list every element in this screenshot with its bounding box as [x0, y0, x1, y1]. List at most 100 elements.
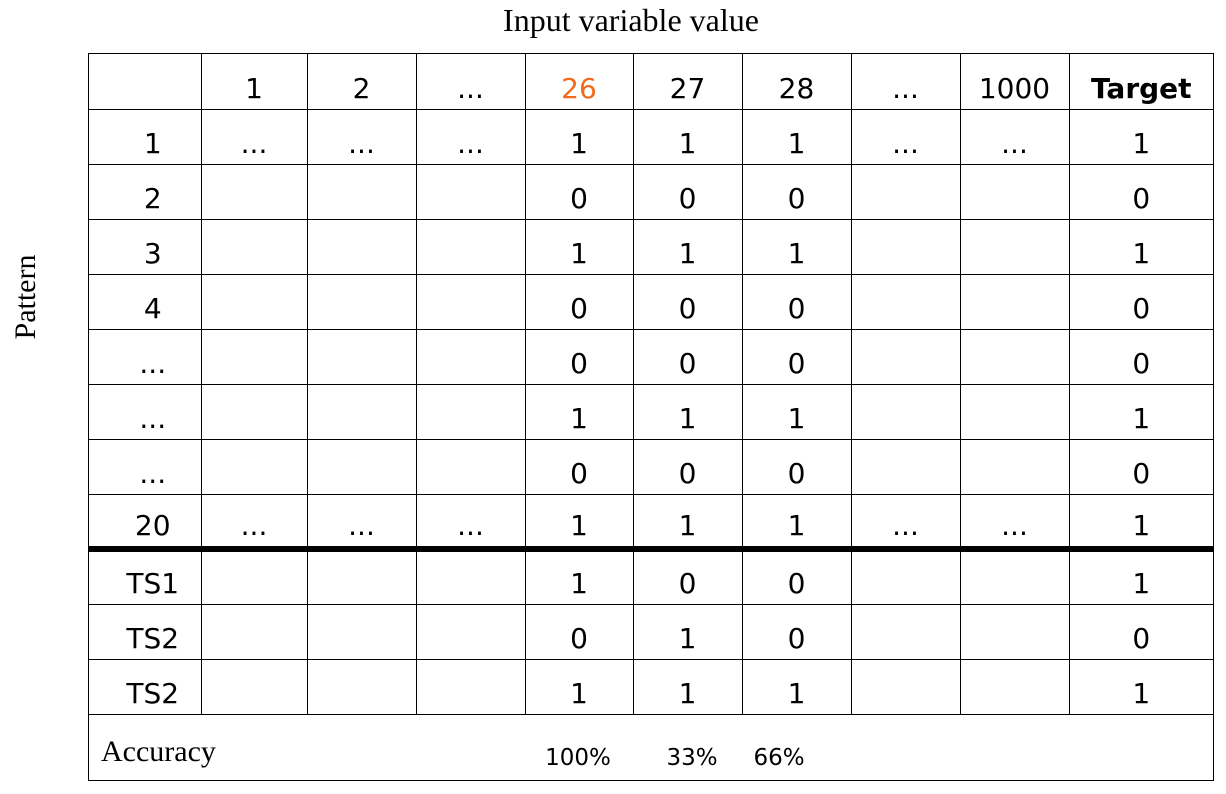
table-cell [200, 438, 308, 495]
table-cell [306, 273, 417, 330]
table-cell [415, 438, 526, 495]
table-cell [850, 658, 961, 715]
table-cell [850, 548, 961, 605]
table-title: Input variable value [503, 2, 759, 38]
header-cell: 26 [524, 54, 633, 110]
table-cell [415, 603, 526, 660]
table-frame [88, 53, 1214, 781]
table-cell: ... [850, 493, 961, 552]
table-cell [850, 603, 961, 660]
table-cell: 0 [741, 548, 852, 605]
table-cell [200, 273, 308, 330]
table-row: 1......... 1 1 1...... 1 [89, 108, 1213, 165]
table-cell [306, 383, 417, 440]
table-cell: 1 [524, 108, 634, 165]
header-cell: 2 [306, 54, 416, 110]
table-cell: 1 [741, 658, 852, 715]
table-cell: ... [959, 108, 1070, 165]
table-cell: 0 [632, 273, 743, 330]
header-corner [89, 54, 201, 110]
table-cell [850, 163, 961, 220]
row-label: TS1 [89, 548, 202, 605]
table-cell: ... [306, 493, 417, 552]
table-cell [415, 658, 526, 715]
table-cell [415, 273, 526, 330]
header-cell: 1000 [959, 54, 1069, 110]
table-cell [306, 658, 417, 715]
table-cell [959, 658, 1070, 715]
table-cell: ... [415, 108, 526, 165]
table-cell: 0 [1068, 273, 1213, 330]
table-cell [959, 163, 1070, 220]
table-cell: 1 [1068, 493, 1213, 552]
row-label: 2 [89, 163, 202, 220]
table-cell: 1 [524, 218, 634, 275]
header-cell: 27 [632, 54, 742, 110]
table-cell [306, 438, 417, 495]
accuracy-label: Accuracy [101, 735, 216, 768]
table-cell: 0 [1068, 603, 1213, 660]
table-cell [200, 218, 308, 275]
table-cell: 1 [741, 493, 852, 552]
header-row: 1 2... 26 27 28... 1000 Target [89, 54, 1213, 110]
table-cell: 1 [524, 493, 634, 552]
table-cell [200, 658, 308, 715]
table-row: 20......... 1 1 1...... 1 [89, 493, 1213, 552]
row-label: ... [89, 383, 202, 440]
table-row: TS2 1 1 1 1 [89, 658, 1213, 715]
table-cell [306, 548, 417, 605]
table-cell [200, 383, 308, 440]
table-cell: 0 [632, 548, 743, 605]
table-cell: 1 [1068, 108, 1213, 165]
table-cell [959, 328, 1070, 385]
table-cell: 1 [632, 108, 743, 165]
table-cell: 0 [741, 328, 852, 385]
table-cell: 1 [1068, 383, 1213, 440]
table-cell [306, 328, 417, 385]
table-cell: 0 [524, 328, 634, 385]
header-cell: 28 [741, 54, 851, 110]
row-label: TS2 [89, 658, 202, 715]
table-cell: 0 [741, 163, 852, 220]
table-cell: 1 [632, 383, 743, 440]
header-cell: ... [850, 54, 960, 110]
table-cell: ... [850, 108, 961, 165]
row-label: 20 [89, 493, 202, 552]
header-cell: Target [1068, 54, 1213, 110]
table-cell: 1 [524, 548, 634, 605]
table-cell [200, 328, 308, 385]
table-cell [200, 163, 308, 220]
table-cell [415, 218, 526, 275]
table-cell [959, 218, 1070, 275]
table-cell [306, 603, 417, 660]
table-row: ... 1 1 1 1 [89, 383, 1213, 440]
table-cell: 0 [1068, 163, 1213, 220]
table-cell [306, 218, 417, 275]
pattern-axis-label: Pattern [9, 254, 42, 340]
table-cell [200, 548, 308, 605]
table-cell: 0 [741, 603, 852, 660]
row-label: ... [89, 328, 202, 385]
table-cell: 0 [1068, 328, 1213, 385]
accuracy-value-col-28: 66% [753, 745, 805, 771]
table-cell: 1 [632, 493, 743, 552]
table-row: TS1 1 0 0 1 [89, 548, 1213, 605]
table-row: TS2 0 1 0 0 [89, 603, 1213, 660]
table-cell: 0 [632, 438, 743, 495]
table-cell: 0 [524, 438, 634, 495]
table-cell [200, 603, 308, 660]
table-cell [415, 383, 526, 440]
table-cell: ... [200, 493, 308, 552]
table-cell: 1 [524, 383, 634, 440]
table-cell: 0 [524, 603, 634, 660]
table-cell: 0 [524, 273, 634, 330]
header-cell: 1 [200, 54, 307, 110]
table-cell: 0 [632, 163, 743, 220]
table-row: ... 0 0 0 0 [89, 328, 1213, 385]
table-cell [415, 163, 526, 220]
header-cell: ... [415, 54, 525, 110]
table-cell [959, 548, 1070, 605]
